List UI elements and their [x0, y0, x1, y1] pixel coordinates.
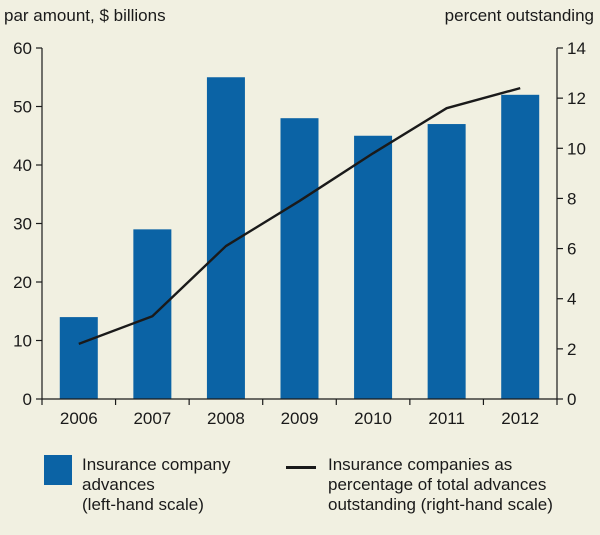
- bar-2006: [59, 317, 98, 399]
- x-tick-label: 2012: [501, 409, 539, 428]
- legend-bar-label: Insurance company advances (left-hand sc…: [82, 455, 230, 515]
- bar-2011: [427, 124, 466, 400]
- bar-2007: [133, 229, 172, 399]
- x-tick-label: 2009: [281, 409, 319, 428]
- right-tick-label: 2: [567, 340, 576, 359]
- right-tick-label: 10: [567, 139, 586, 158]
- legend-bar-line: Insurance company: [82, 455, 231, 474]
- left-tick-label: 20: [13, 273, 32, 292]
- x-tick-label: 2006: [60, 409, 98, 428]
- left-tick-label: 0: [23, 390, 32, 409]
- x-tick-label: 2007: [133, 409, 171, 428]
- x-tick-label: 2011: [428, 409, 465, 428]
- legend-bar-line: advances: [82, 475, 155, 494]
- legend-bar-line: (left-hand scale): [82, 495, 204, 514]
- right-axis-title: percent outstanding: [444, 6, 594, 25]
- right-tick-label: 8: [567, 189, 576, 208]
- right-tick-label: 12: [567, 89, 586, 108]
- x-tick-label: 2008: [207, 409, 245, 428]
- left-axis-title: par amount, $ billions: [4, 6, 166, 25]
- legend-line-line: percentage of total advances: [328, 475, 547, 494]
- left-tick-label: 10: [13, 332, 32, 351]
- bar-2010: [354, 135, 393, 399]
- right-tick-label: 0: [567, 390, 576, 409]
- chart-area: 0 10 20 30 40 50 60 0 2 4 6 8 10 12 14 2006 2007 2008 2009…: [13, 39, 586, 428]
- left-tick-label: 30: [13, 215, 32, 234]
- legend-line-label: Insurance companies as percentage of tot…: [328, 455, 553, 515]
- legend-line-line: Insurance companies as: [328, 455, 513, 474]
- right-tick-label: 14: [567, 39, 586, 58]
- bar-2009: [280, 118, 319, 399]
- x-tick-label: 2010: [354, 409, 392, 428]
- left-tick-label: 40: [13, 156, 32, 175]
- left-tick-label: 60: [13, 39, 32, 58]
- left-tick-label: 50: [13, 98, 32, 117]
- right-tick-label: 4: [567, 290, 576, 309]
- legend-line-line: outstanding (right-hand scale): [328, 495, 553, 514]
- legend-line-swatch: [286, 466, 316, 469]
- bar-2012: [501, 94, 540, 400]
- right-tick-label: 6: [567, 240, 576, 259]
- legend-bar-swatch: [44, 455, 72, 485]
